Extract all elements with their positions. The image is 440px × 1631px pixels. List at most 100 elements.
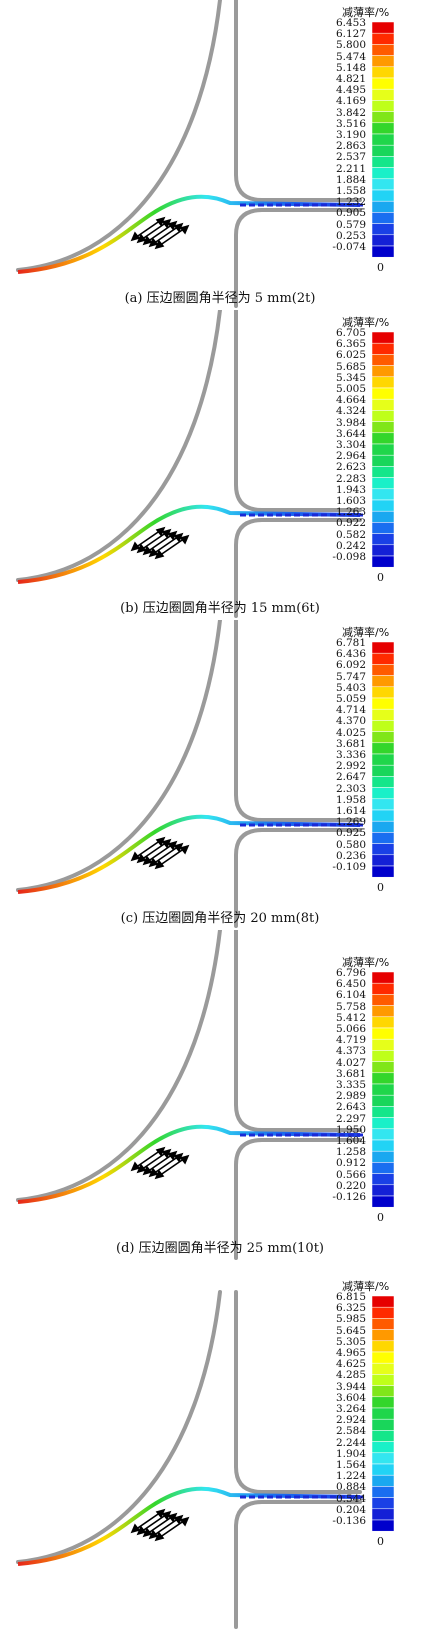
legend-tick: 2.244 bbox=[335, 1436, 366, 1449]
legend-tick: 0.905 bbox=[335, 207, 366, 220]
legend-swatch bbox=[371, 55, 395, 68]
legend-swatch bbox=[371, 555, 395, 568]
legend-tick: 4.495 bbox=[335, 84, 366, 97]
legend-tick: 5.005 bbox=[335, 383, 366, 395]
panel-caption: (c) 压边圈圆角半径为 20 mm(8t) bbox=[120, 911, 320, 926]
legend-tick: 2.643 bbox=[335, 1101, 366, 1114]
legend-swatch bbox=[371, 66, 395, 79]
legend-tick: 5.747 bbox=[335, 670, 366, 683]
legend-swatch bbox=[371, 1295, 395, 1308]
legend-tick: 1.564 bbox=[335, 1459, 366, 1471]
legend-tick: 0.544 bbox=[335, 1492, 366, 1505]
legend-swatch bbox=[371, 1407, 395, 1420]
legend-swatch bbox=[371, 111, 395, 124]
legend-swatch bbox=[371, 1497, 395, 1510]
legend-swatch bbox=[371, 342, 395, 355]
legend-tick: 4.324 bbox=[335, 405, 366, 418]
legend-swatch bbox=[371, 488, 395, 501]
legend-swatch bbox=[371, 1430, 395, 1442]
legend-zero: 0 bbox=[377, 261, 384, 275]
legend-tick: 3.516 bbox=[335, 117, 366, 130]
simulation-image bbox=[16, 1290, 395, 1629]
legend-swatch bbox=[371, 1474, 395, 1487]
legend-tick: 5.758 bbox=[335, 1000, 366, 1013]
legend-swatch bbox=[371, 1184, 395, 1197]
legend-tick: 4.625 bbox=[335, 1358, 366, 1371]
legend-swatch bbox=[371, 189, 395, 202]
legend-swatch bbox=[371, 1519, 395, 1532]
legend-tick: 2.964 bbox=[335, 450, 366, 463]
legend-swatch bbox=[371, 331, 395, 344]
legend-swatch bbox=[371, 454, 395, 467]
legend-swatch bbox=[371, 100, 395, 112]
legend-swatch bbox=[371, 387, 395, 400]
legend-tick: 6.092 bbox=[335, 659, 366, 672]
legend-tick: -0.109 bbox=[332, 861, 366, 873]
legend-tick: 2.623 bbox=[335, 461, 366, 474]
legend-swatch bbox=[371, 994, 395, 1006]
legend-zero: 0 bbox=[377, 1211, 384, 1225]
legend-tick: 3.190 bbox=[335, 129, 366, 141]
legend-swatch bbox=[371, 1072, 395, 1085]
legend-tick: 3.944 bbox=[335, 1380, 366, 1393]
legend-tick: 4.965 bbox=[335, 1347, 366, 1359]
legend-tick: 2.647 bbox=[335, 771, 366, 784]
legend-swatch bbox=[371, 245, 395, 258]
legend-tick: 4.664 bbox=[335, 394, 366, 407]
legend-swatch bbox=[371, 234, 395, 247]
legend-swatch bbox=[371, 1016, 395, 1029]
sheet-strip bbox=[17, 1124, 361, 1204]
legend-swatch bbox=[371, 21, 395, 34]
legend-tick: 2.584 bbox=[335, 1425, 366, 1438]
legend-tick: 0.236 bbox=[335, 849, 366, 862]
legend-swatch bbox=[371, 133, 395, 146]
legend-swatch bbox=[371, 1340, 395, 1353]
legend-swatch bbox=[371, 1162, 395, 1174]
panel-caption: (d) 压边圈圆角半径为 25 mm(10t) bbox=[116, 1241, 324, 1256]
legend-swatch bbox=[371, 1508, 395, 1521]
legend-tick: 0.922 bbox=[335, 517, 366, 530]
legend-swatch bbox=[371, 477, 395, 490]
legend-swatch bbox=[371, 223, 395, 236]
legend-swatch bbox=[371, 443, 395, 456]
panel-d: 减薄率/% 6.796 6.450 6.104 5.758 5.412 5.066 4.719… bbox=[0, 930, 440, 1262]
legend-tick: 0.253 bbox=[335, 229, 366, 242]
legend-tick: 5.403 bbox=[335, 681, 366, 694]
legend-tick: 6.365 bbox=[335, 338, 366, 351]
legend-tick: 2.303 bbox=[335, 782, 366, 795]
legend-swatch bbox=[371, 1106, 395, 1118]
legend-tick: 0.912 bbox=[335, 1157, 366, 1170]
legend-swatch bbox=[371, 1463, 395, 1476]
legend-swatch bbox=[371, 798, 395, 811]
sheet-strip bbox=[17, 814, 361, 894]
legend-tick: 0.580 bbox=[335, 838, 366, 851]
legend-tick: 1.904 bbox=[335, 1447, 366, 1460]
legend-swatch bbox=[371, 1351, 395, 1364]
legend-tick: 5.985 bbox=[335, 1313, 366, 1326]
legend-swatch bbox=[371, 1452, 395, 1465]
legend-tick: 1.258 bbox=[335, 1146, 366, 1159]
legend-swatch bbox=[371, 499, 395, 512]
legend-tick: 4.370 bbox=[335, 715, 366, 728]
legend-tick: 2.537 bbox=[335, 151, 366, 164]
legend-swatch bbox=[371, 212, 395, 224]
legend-tick: 3.304 bbox=[335, 439, 366, 451]
arrow-cluster bbox=[130, 1508, 190, 1542]
legend-tick: 0.242 bbox=[335, 539, 366, 552]
legend-swatch bbox=[371, 1306, 395, 1319]
legend-swatch bbox=[371, 1083, 395, 1096]
legend-tick: 1.604 bbox=[335, 1135, 366, 1147]
legend-tick: 5.066 bbox=[335, 1023, 366, 1035]
legend-zero: 0 bbox=[377, 571, 384, 585]
legend-swatch bbox=[371, 697, 395, 710]
legend-swatch bbox=[371, 843, 395, 856]
legend-tick: 6.325 bbox=[335, 1302, 366, 1315]
legend-tick: 0.220 bbox=[335, 1179, 366, 1192]
legend-tick: 3.264 bbox=[335, 1403, 366, 1415]
legend-swatch bbox=[371, 1318, 395, 1330]
legend-swatch bbox=[371, 200, 395, 213]
legend-swatch bbox=[371, 982, 395, 995]
legend-swatch bbox=[371, 1139, 395, 1152]
legend-tick: 0.566 bbox=[335, 1168, 366, 1181]
simulation-image bbox=[16, 930, 395, 1260]
